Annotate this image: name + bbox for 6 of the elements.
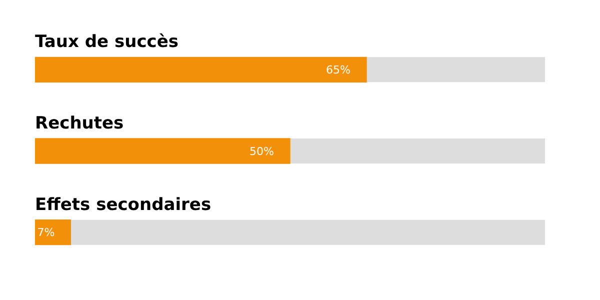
data-label: 65%: [326, 64, 350, 77]
y-tick-label: Rechutes: [35, 114, 124, 134]
y-tick-label: Effets secondaires: [35, 194, 212, 215]
data-label: 50%: [250, 144, 274, 158]
y-tick-label: Taux de succès: [35, 32, 179, 52]
data-label: 7%: [37, 226, 55, 240]
